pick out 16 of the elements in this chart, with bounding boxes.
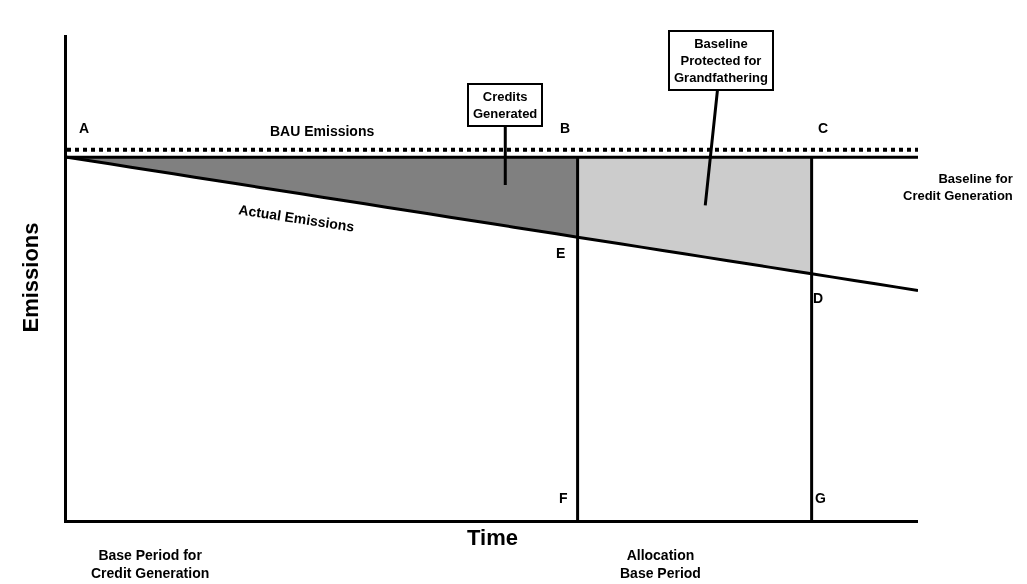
text: Allocation Base Period xyxy=(620,547,701,582)
annotation: E xyxy=(556,245,566,261)
annotation: F xyxy=(559,490,568,506)
text: A xyxy=(79,120,90,136)
annotation: D xyxy=(813,290,824,306)
text: Base Period for Credit Generation xyxy=(91,547,210,582)
text: Credits Generated xyxy=(473,89,538,121)
text: Baseline Protected for Grandfathering xyxy=(674,36,768,85)
series-label: Baseline for Credit Generation xyxy=(903,171,1013,203)
text: Actual Emissions xyxy=(237,201,356,235)
series-label: BAU Emissions xyxy=(270,123,375,139)
x-axis-title: Time xyxy=(467,524,518,550)
annotation: G xyxy=(815,490,826,506)
text: C xyxy=(818,120,829,136)
y-axis-title: Emissions xyxy=(17,222,43,333)
text: B xyxy=(560,120,571,136)
